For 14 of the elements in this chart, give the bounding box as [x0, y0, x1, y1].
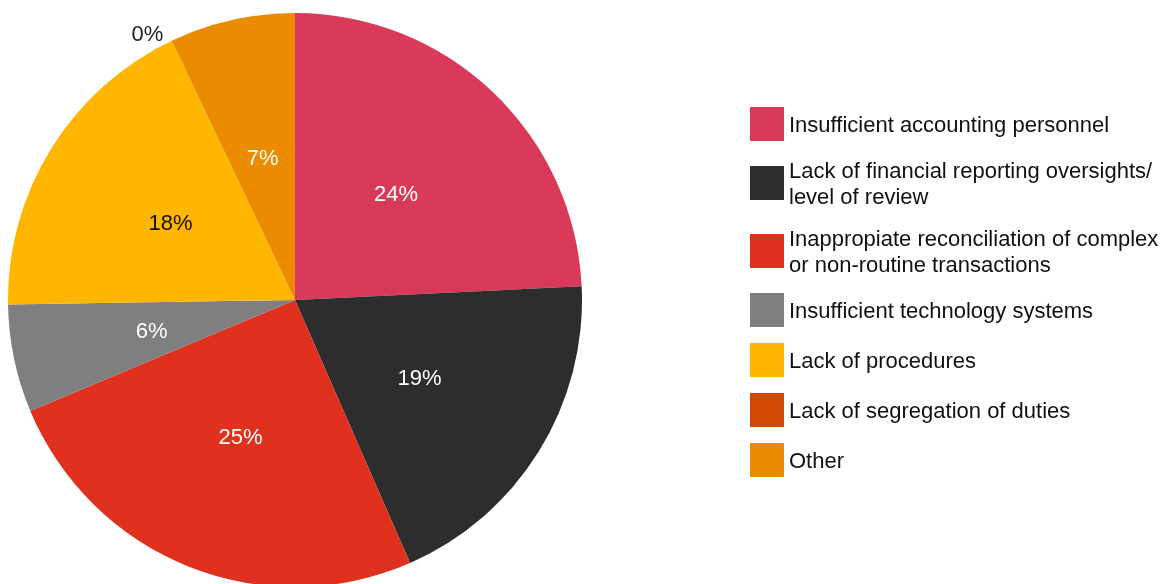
legend-label: Other [789, 447, 845, 473]
text: 0% [131, 21, 164, 47]
data-label: 19% [397, 364, 442, 390]
legend-label: Insufficient accounting personnel [789, 111, 1110, 137]
legend-label: Inappropiate reconciliation of complex or non-routine transactions [789, 225, 1165, 277]
data-label: 24% [374, 181, 419, 207]
legend-label: Insufficient technology systems [789, 297, 1094, 323]
data-label: 25% [218, 423, 263, 449]
legend-label: Lack of procedures [789, 347, 977, 373]
data-label: 6% [135, 317, 168, 343]
legend-label: Lack of financial reporting oversights/level of review [789, 157, 1154, 209]
legend-label: Lack of segregation of duties [789, 397, 1071, 423]
data-label: 18% [148, 210, 193, 236]
data-label: 7% [246, 144, 279, 170]
